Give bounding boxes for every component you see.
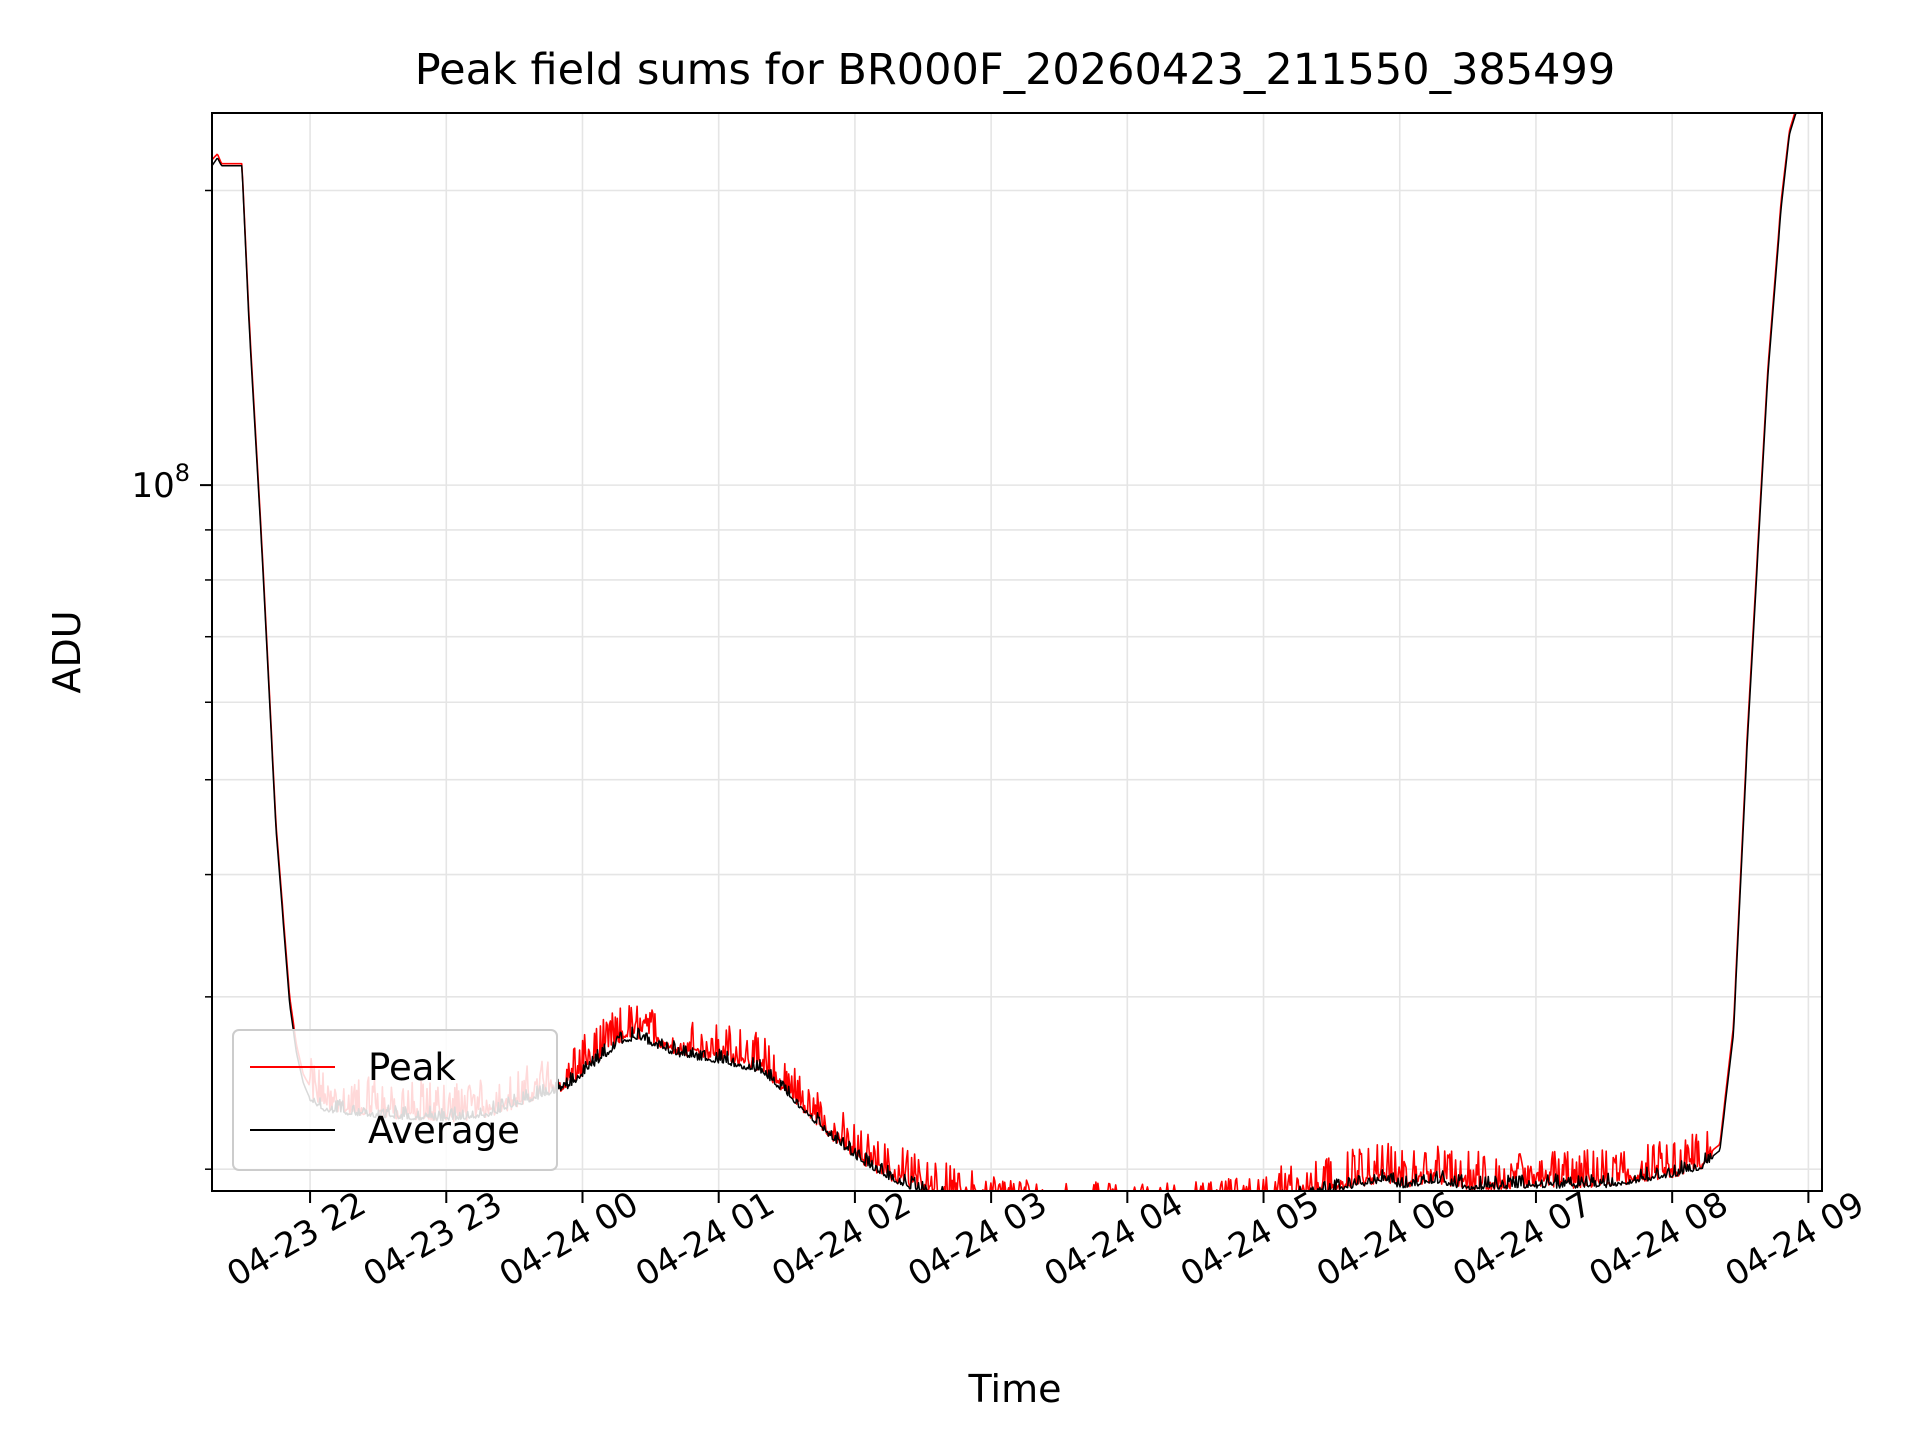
y-axis-ticks: 108 bbox=[131, 189, 212, 1170]
legend-label-peak: Peak bbox=[368, 1046, 456, 1089]
legend-label-average: Average bbox=[368, 1109, 520, 1152]
legend-frame bbox=[232, 1029, 558, 1171]
plot-area-frame bbox=[211, 112, 1823, 1192]
x-axis-label: Time bbox=[968, 1367, 1062, 1411]
grid-lines bbox=[212, 113, 1822, 1191]
y-axis-label: ADU bbox=[45, 610, 89, 693]
y-tick-label-0: 108 bbox=[131, 459, 190, 506]
legend: Peak Average bbox=[232, 1029, 558, 1171]
chart-title: Peak field sums for BR000F_20260423_2115… bbox=[415, 45, 1615, 95]
